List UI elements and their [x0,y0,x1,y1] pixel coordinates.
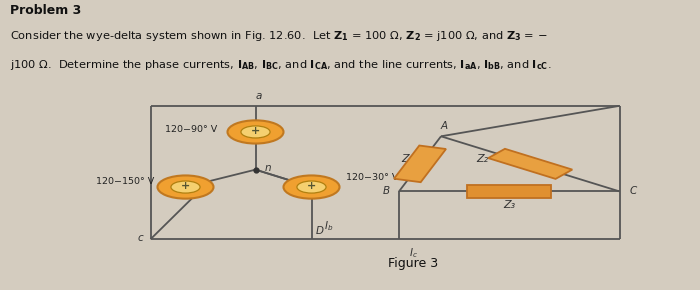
Text: D: D [316,226,323,236]
Text: c: c [138,233,144,243]
Text: A: A [440,121,447,131]
Circle shape [228,120,284,144]
Circle shape [171,181,200,193]
Text: Z₂: Z₂ [476,155,488,164]
Text: 120−150° V: 120−150° V [96,177,154,186]
Polygon shape [488,149,573,179]
Text: n: n [265,163,271,173]
Circle shape [284,175,340,199]
Text: 120−90° V: 120−90° V [164,124,217,134]
Polygon shape [394,146,446,182]
Text: +: + [181,181,190,191]
Circle shape [297,181,326,193]
Bar [468,185,552,198]
Text: +: + [307,181,316,191]
Text: a: a [256,91,262,101]
Text: $I_c$: $I_c$ [409,246,417,260]
Text: Figure 3: Figure 3 [388,257,438,270]
Text: Consider the wye-delta system shown in Fig. 12.60.  Let $\mathbf{Z_1}$ = 100 $\O: Consider the wye-delta system shown in F… [10,29,547,43]
Text: B: B [383,186,390,196]
Text: Problem 3: Problem 3 [10,4,81,17]
Text: +: + [251,126,260,136]
Circle shape [241,126,270,138]
Text: Z₁: Z₁ [401,155,413,164]
Text: $I_b$: $I_b$ [324,219,334,233]
Text: 120−30° V: 120−30° V [346,173,399,182]
Text: j100 $\Omega$.  Determine the phase currents, $\mathbf{I_{AB}}$, $\mathbf{I_{BC}: j100 $\Omega$. Determine the phase curre… [10,58,552,72]
Circle shape [158,175,214,199]
Text: C: C [630,186,637,196]
Text: Z₃: Z₃ [503,200,515,210]
